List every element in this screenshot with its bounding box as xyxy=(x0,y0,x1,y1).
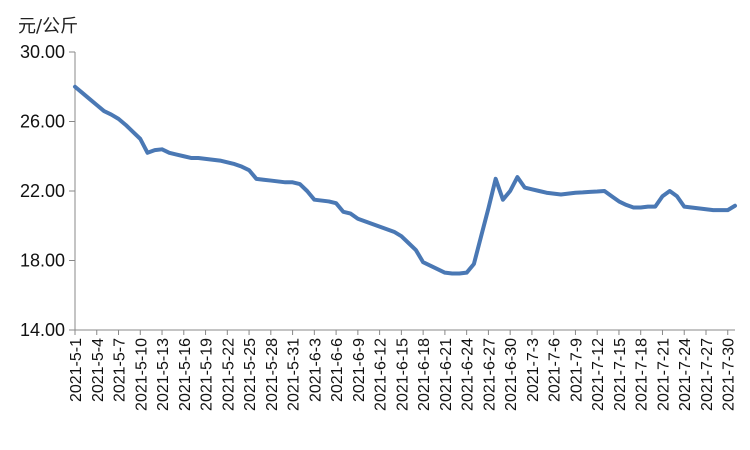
x-tick-label: 2021-6-6 xyxy=(329,338,346,402)
x-tick-label: 2021-7-12 xyxy=(590,338,607,411)
x-tick-label: 2021-7-9 xyxy=(568,338,585,402)
x-tick-label: 2021-5-16 xyxy=(177,338,194,411)
x-tick-label: 2021-5-1 xyxy=(68,338,85,402)
x-tick-label: 2021-6-24 xyxy=(460,338,477,411)
x-tick-label: 2021-5-25 xyxy=(242,338,259,411)
x-tick-label: 2021-6-9 xyxy=(351,338,368,402)
y-tick-label: 30.00 xyxy=(20,42,65,62)
x-tick-label: 2021-6-15 xyxy=(394,338,411,411)
unit-label: 元/公斤 xyxy=(18,16,78,37)
x-tick-label: 2021-7-6 xyxy=(547,338,564,402)
x-tick-label: 2021-5-13 xyxy=(155,338,172,411)
x-tick-label: 2021-6-12 xyxy=(373,338,390,411)
y-axis: 14.00 18.00 22.00 26.00 30.00 xyxy=(20,42,76,340)
series-line xyxy=(73,84,737,276)
y-tick-label: 14.00 xyxy=(20,320,65,340)
x-tick-label: 2021-6-18 xyxy=(416,338,433,411)
x-tick-label: 2021-7-21 xyxy=(655,338,672,411)
x-tick-label: 2021-5-4 xyxy=(90,338,107,402)
y-tick-label: 22.00 xyxy=(20,181,65,201)
x-tick-label: 2021-7-15 xyxy=(612,338,629,411)
x-tick-label: 2021-6-27 xyxy=(481,338,498,411)
x-tick-label: 2021-5-19 xyxy=(199,338,216,411)
x-tick-label: 2021-7-24 xyxy=(677,338,694,411)
x-axis: 2021-5-1 2021-5-4 2021-5-7 2021-5-10 2021-5-… xyxy=(68,329,738,411)
y-tick-label: 18.00 xyxy=(20,251,65,271)
x-tick-label: 2021-7-3 xyxy=(525,338,542,402)
x-tick-label: 2021-6-21 xyxy=(438,338,455,411)
x-tick-label: 2021-5-22 xyxy=(220,338,237,411)
x-tick-label: 2021-7-18 xyxy=(634,338,651,411)
x-tick-label: 2021-5-10 xyxy=(133,338,150,411)
x-tick-label: 2021-5-7 xyxy=(112,338,129,402)
y-tick-label: 26.00 xyxy=(20,112,65,132)
x-tick-label: 2021-5-31 xyxy=(286,338,303,411)
series-layer xyxy=(73,84,737,276)
x-tick-label: 2021-7-30 xyxy=(721,338,738,411)
x-tick-label: 2021-6-3 xyxy=(307,338,324,402)
x-tick-label: 2021-5-28 xyxy=(264,338,281,411)
x-tick-label: 2021-6-30 xyxy=(503,338,520,411)
x-tick-label: 2021-7-27 xyxy=(699,338,716,411)
